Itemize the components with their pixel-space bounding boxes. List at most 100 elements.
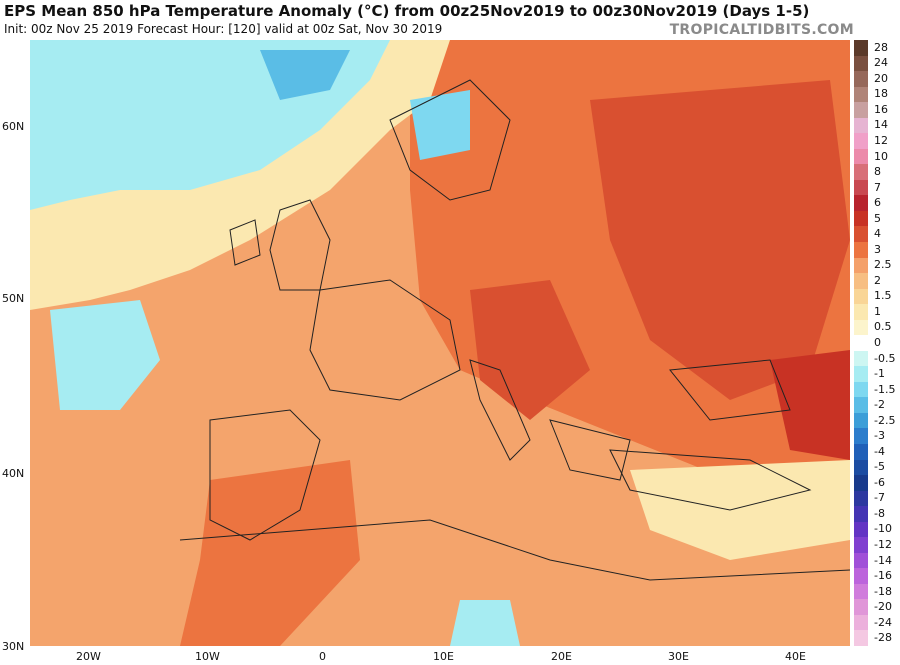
legend-label: 16 [874,102,888,116]
legend-label: 4 [874,227,881,241]
legend-label: 1 [874,304,881,318]
lat-label-30n: 30N [2,640,25,653]
lon-label-20e: 20E [551,650,572,663]
legend-label: 14 [874,118,888,132]
lon-label-10w: 10W [195,650,220,663]
legend-label: -24 [874,615,892,629]
legend-swatch [854,568,868,585]
legend-swatch [854,179,868,196]
legend-swatch [854,537,868,554]
legend-swatch [854,195,868,212]
legend-swatch [854,521,868,538]
lon-label-20w: 20W [76,650,101,663]
legend-label: -7 [874,491,885,505]
legend-label: 18 [874,87,888,101]
legend-label: 20 [874,71,888,85]
legend-label: -1 [874,367,885,381]
legend-swatch [854,490,868,507]
legend-label: 6 [874,196,881,210]
legend-swatch [854,614,868,631]
lon-label-40e: 40E [785,650,806,663]
legend-swatch [854,583,868,600]
cool-anomaly-west [50,300,160,410]
legend-label: -18 [874,584,892,598]
legend-label: 24 [874,56,888,70]
legend-label: -16 [874,569,892,583]
warm-anomaly-alps [470,280,590,420]
legend-swatch [854,350,868,367]
legend-swatch [854,304,868,321]
legend-label: 28 [874,40,888,54]
legend-swatch [854,552,868,569]
legend-swatch [854,412,868,429]
cool-anomaly-scandinavia [410,90,470,160]
map-canvas [30,40,850,646]
legend-swatch [854,117,868,134]
warm-anomaly-black-sea [770,350,850,460]
legend-label: -28 [874,631,892,645]
legend-label: 8 [874,165,881,179]
legend-swatch [854,226,868,243]
legend-swatch [854,242,868,259]
legend-label: 0 [874,336,881,349]
legend-label: -2 [874,398,885,412]
legend-swatch [854,397,868,414]
lon-label-10e: 10E [433,650,454,663]
neutral-turkey [630,460,850,560]
legend-swatch [854,71,868,88]
legend-swatch [854,319,868,336]
lon-label-0: 0 [319,650,326,663]
legend-swatch [854,335,868,352]
legend-swatch [854,366,868,383]
cool-anomaly-core [260,50,350,100]
legend-label: -10 [874,522,892,536]
warm-anomaly-core-east [590,80,850,400]
legend-swatch [854,273,868,290]
legend-label: -0.5 [874,351,896,365]
coastlines [179,79,850,581]
legend-label: -12 [874,538,892,551]
legend-label: -20 [874,600,892,614]
legend-label: -14 [874,553,892,567]
legend-swatch [854,86,868,103]
legend-swatch [854,428,868,445]
legend-label: 12 [874,134,888,147]
lat-label-40n: 40N [2,467,25,480]
legend-swatch [854,381,868,398]
legend-swatch [854,164,868,181]
color-legend [854,40,868,647]
legend-label: 2.5 [874,258,892,272]
legend-swatch [854,40,868,57]
legend-swatch [854,210,868,227]
lon-label-30e: 30E [668,650,689,663]
legend-label: -6 [874,475,885,489]
cool-anomaly-south [450,600,520,646]
lat-label-60n: 60N [2,120,25,133]
legend-swatch [854,288,868,305]
legend-label: -5 [874,460,885,474]
legend-swatch [854,459,868,476]
legend-label: 0.5 [874,320,892,334]
legend-label: -8 [874,506,885,520]
legend-label: -4 [874,444,885,458]
legend-label: -3 [874,429,885,443]
legend-swatch [854,102,868,119]
legend-swatch [854,599,868,616]
chart-subtitle: Init: 00z Nov 25 2019 Forecast Hour: [12… [4,22,443,36]
legend-swatch [854,630,868,647]
warm-anomaly-iberia [180,460,360,646]
legend-label: 5 [874,211,881,225]
legend-label: -1.5 [874,382,896,396]
legend-label: -2.5 [874,413,896,427]
legend-label: 1.5 [874,289,892,303]
legend-swatch [854,148,868,165]
legend-label: 3 [874,242,881,256]
legend-label: 7 [874,180,881,194]
legend-swatch [854,257,868,274]
chart-title: EPS Mean 850 hPa Temperature Anomaly (°C… [4,2,810,20]
site-credit: TROPICALTIDBITS.COM [669,22,854,38]
legend-label: 10 [874,149,888,163]
legend-swatch [854,506,868,523]
legend-swatch [854,133,868,150]
anomaly-map [30,40,850,646]
